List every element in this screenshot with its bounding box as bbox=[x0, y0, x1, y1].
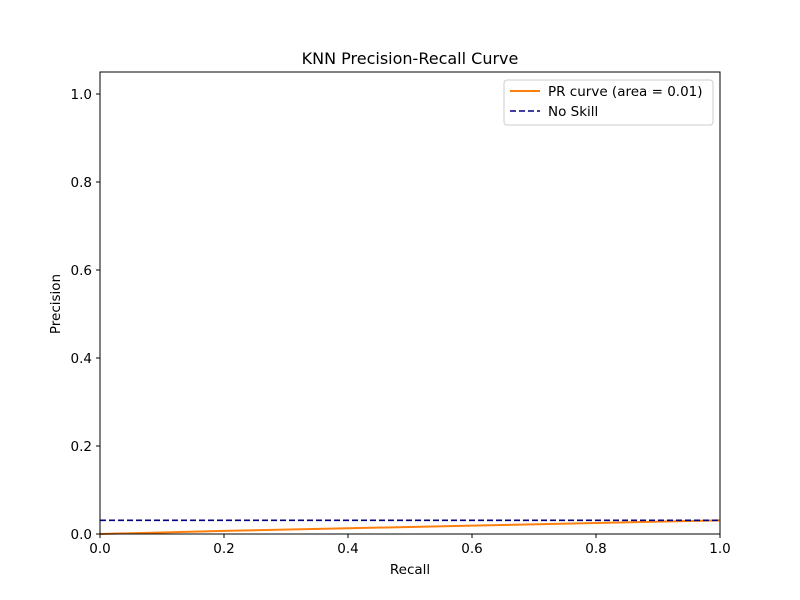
chart-title: KNN Precision-Recall Curve bbox=[302, 49, 519, 68]
x-tick-label: 0.2 bbox=[213, 541, 234, 557]
x-tick-label: 0.8 bbox=[585, 541, 606, 557]
plot-frame bbox=[99, 71, 721, 535]
legend-box bbox=[503, 79, 714, 126]
x-tick-label: 0.0 bbox=[89, 541, 110, 557]
y-tick-label: 1.0 bbox=[71, 87, 92, 103]
x-tick-label: 1.0 bbox=[709, 541, 730, 557]
ticks-layer: 0.0 0.2 0.4 0.6 0.8 1.0 0.0 0.2 0.4 0.6 0.8 1.0 bbox=[71, 87, 731, 557]
y-tick-label: 0.0 bbox=[71, 527, 92, 543]
series-line-pr-curve bbox=[99, 519, 721, 535]
x-tick-label: 0.6 bbox=[461, 541, 482, 557]
series-layer bbox=[99, 519, 721, 535]
x-tick-label: 0.4 bbox=[337, 541, 358, 557]
y-tick-label: 0.4 bbox=[71, 351, 92, 367]
y-tick-label: 0.6 bbox=[71, 263, 92, 279]
legend-label: PR curve (area = 0.01) bbox=[548, 84, 703, 100]
x-axis-label: Recall bbox=[390, 562, 430, 578]
y-axis-label: Precision bbox=[48, 274, 64, 334]
y-tick-label: 0.8 bbox=[71, 175, 92, 191]
y-tick-label: 0.2 bbox=[71, 439, 92, 455]
legend: PR curve (area = 0.01) No Skill bbox=[503, 79, 714, 126]
legend-label: No Skill bbox=[548, 104, 598, 120]
